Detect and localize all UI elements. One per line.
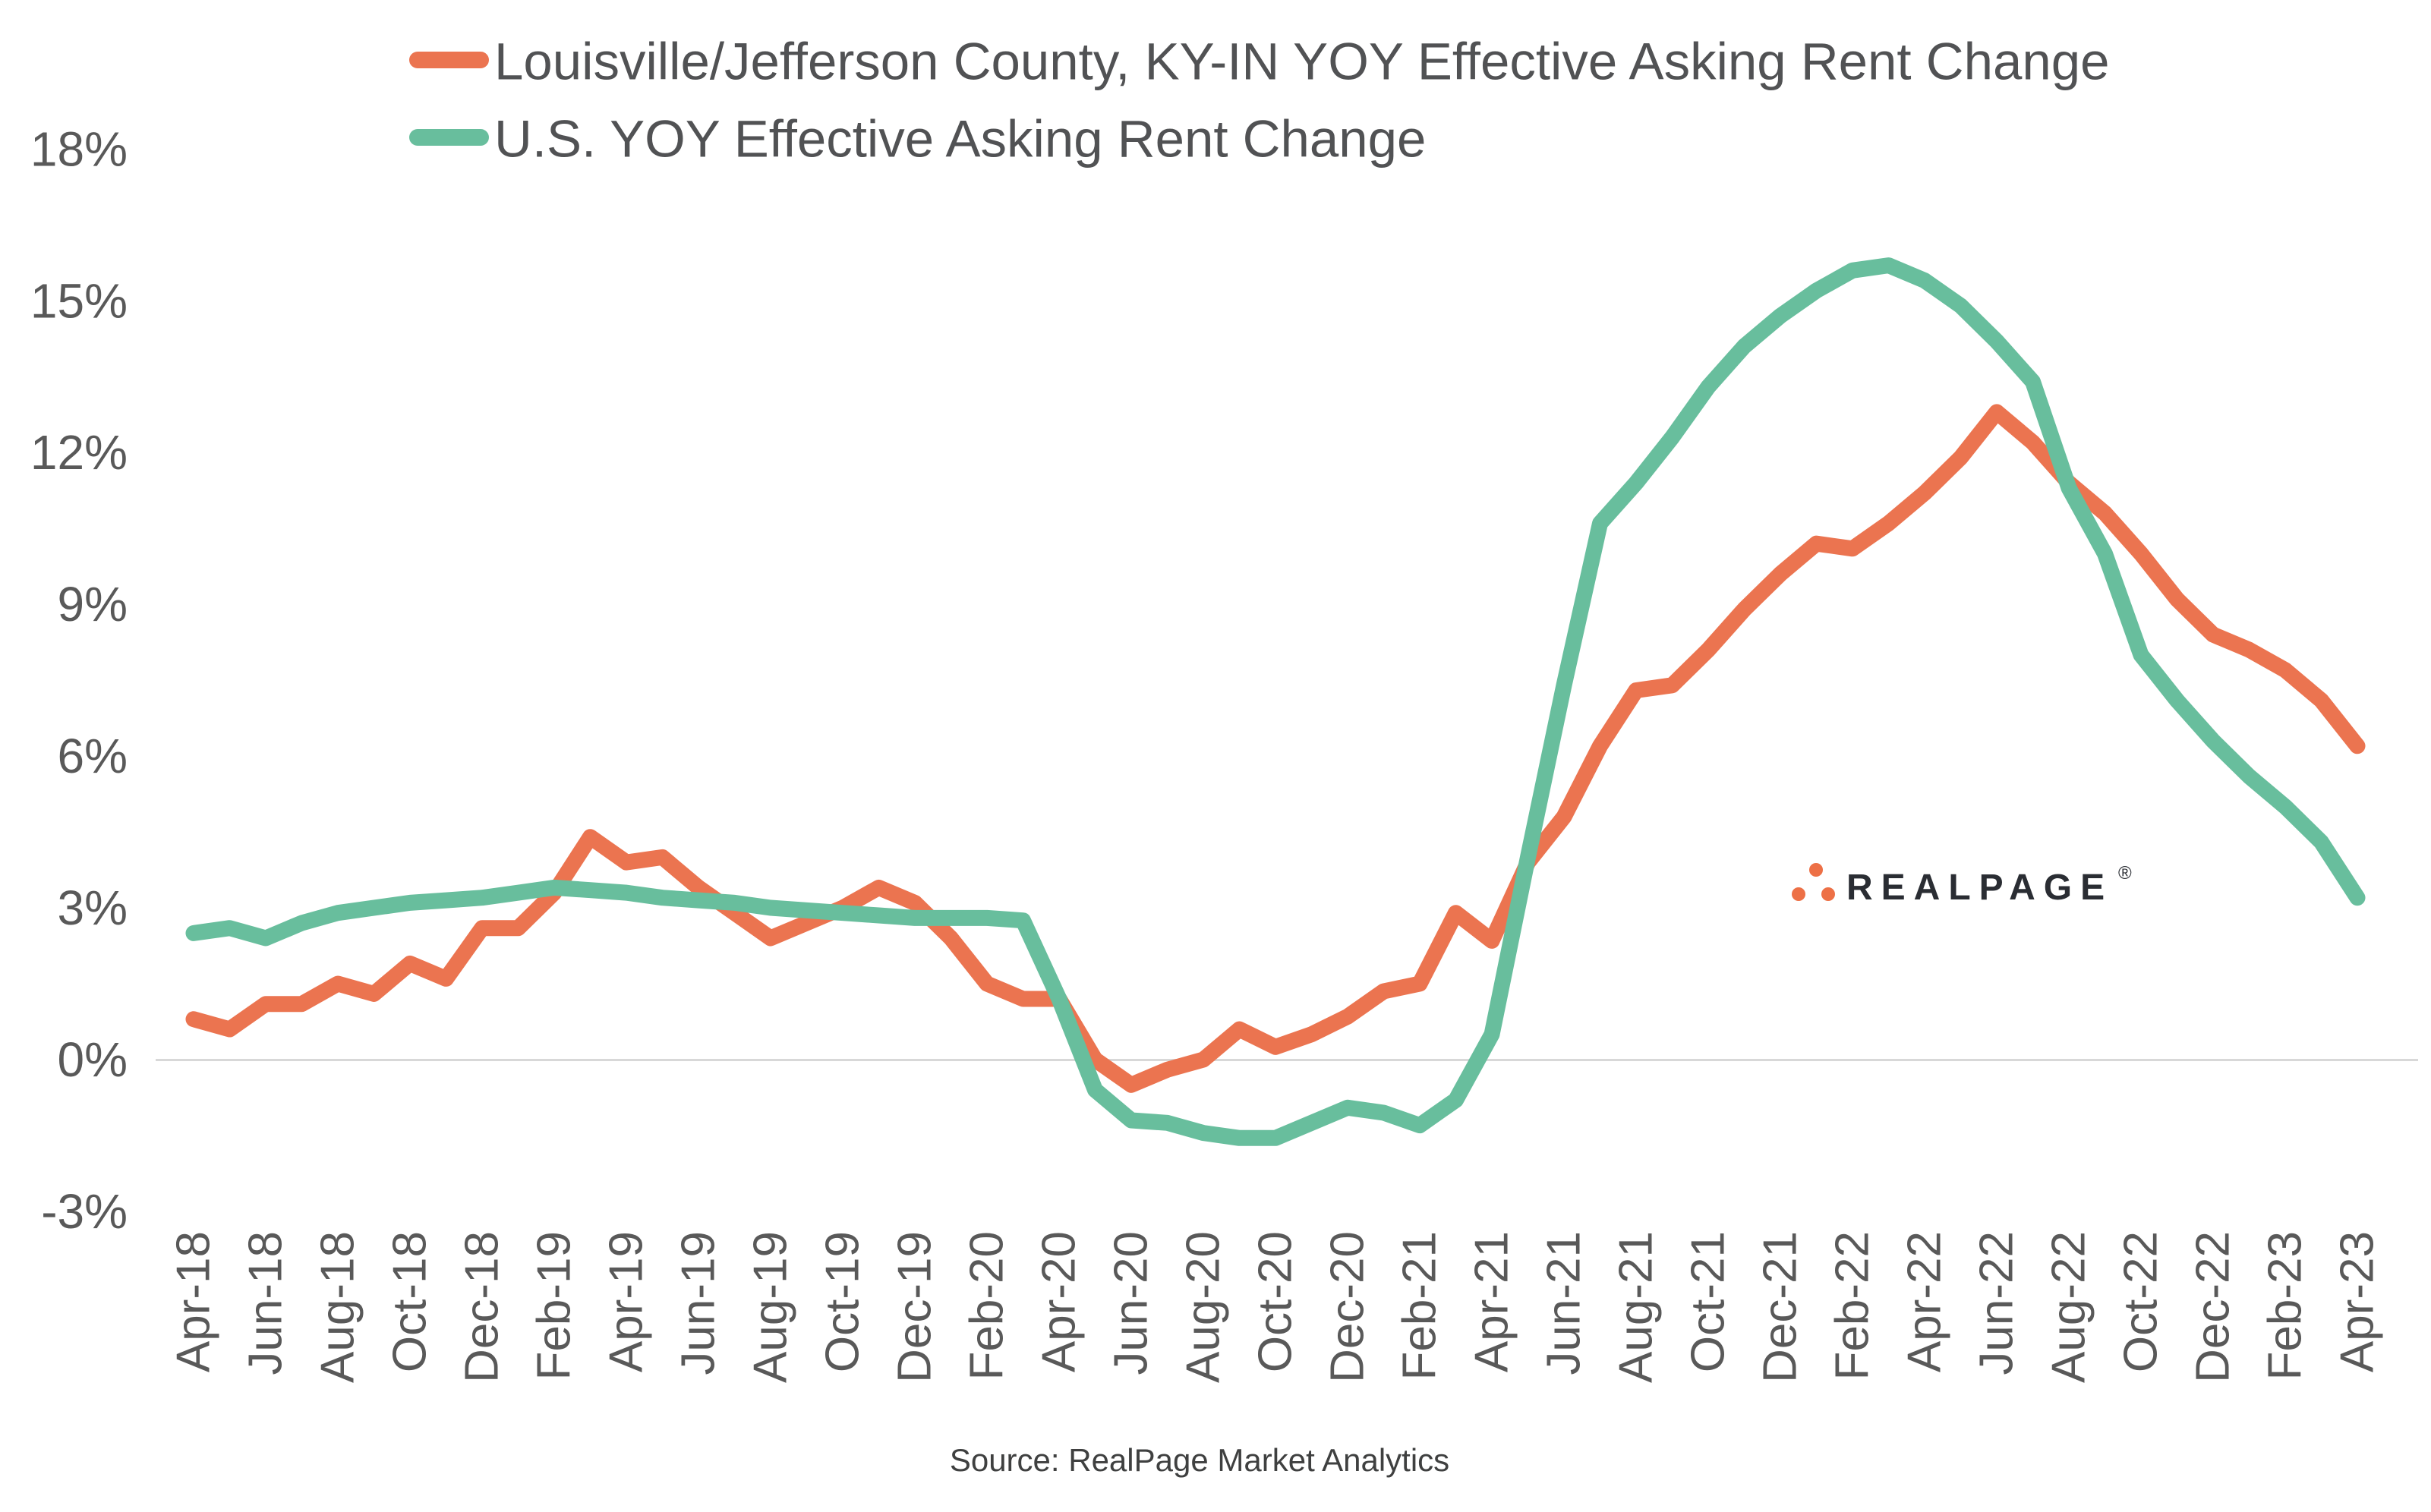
x-axis-label: Jun-21 [1538, 1231, 1591, 1375]
x-axis-label: Dec-18 [456, 1231, 509, 1383]
x-axis-label: Jun-19 [673, 1231, 725, 1375]
x-axis-label: Apr-21 [1466, 1231, 1518, 1372]
y-axis-label: 18% [30, 121, 128, 176]
x-axis-label: Jun-22 [1971, 1231, 2023, 1375]
y-axis-label: -3% [41, 1184, 128, 1239]
x-axis-label: Feb-20 [961, 1231, 1014, 1380]
legend-item-louisville: Louisville/Jefferson County, KY-IN YOY E… [409, 33, 2109, 91]
x-axis-label: Oct-21 [1682, 1231, 1735, 1372]
y-axis-label: 3% [58, 880, 128, 935]
x-axis-label: Jun-20 [1105, 1231, 1158, 1375]
y-axis-label: 0% [58, 1032, 128, 1087]
x-axis-label: Apr-23 [2332, 1231, 2384, 1372]
y-axis-label: 12% [30, 425, 128, 480]
legend-label: U.S. YOY Effective Asking Rent Change [494, 110, 1426, 169]
x-axis-label: Dec-20 [1322, 1231, 1374, 1383]
y-axis-label: 9% [58, 577, 128, 632]
y-axis-label: 6% [58, 729, 128, 783]
x-axis-label: Apr-20 [1033, 1231, 1086, 1372]
x-axis-label: Aug-18 [312, 1231, 364, 1383]
x-axis-label: Dec-22 [2187, 1231, 2240, 1383]
x-axis-label: Oct-22 [2115, 1231, 2168, 1372]
x-axis-label: Feb-19 [528, 1231, 581, 1380]
x-axis-label: Aug-22 [2043, 1231, 2095, 1383]
x-axis-label: Apr-18 [168, 1231, 220, 1372]
x-axis-label: Oct-19 [817, 1231, 869, 1372]
y-axis-label: 15% [30, 273, 128, 328]
legend-label: Louisville/Jefferson County, KY-IN YOY E… [494, 33, 2109, 91]
realpage-logo: REALPAGE ® [1792, 863, 2132, 908]
realpage-logo-dot-icon [1809, 863, 1823, 877]
x-axis-label: Oct-20 [1250, 1231, 1302, 1372]
registered-mark-icon: ® [2118, 863, 2132, 884]
x-axis-label: Aug-21 [1610, 1231, 1663, 1383]
realpage-logo-dot-icon [1821, 887, 1835, 901]
x-axis-label: Apr-19 [601, 1231, 653, 1372]
x-axis-label: Aug-19 [745, 1231, 797, 1383]
x-axis-label: Oct-18 [384, 1231, 437, 1372]
x-axis-label: Jun-18 [240, 1231, 292, 1375]
louisville-series-line [185, 404, 2366, 1093]
x-axis-label: Feb-21 [1394, 1231, 1446, 1380]
x-axis-label: Feb-23 [2259, 1231, 2312, 1380]
x-axis-label: Feb-22 [1827, 1231, 1879, 1380]
x-axis-label: Dec-19 [889, 1231, 941, 1383]
realpage-logo-dot-icon [1792, 887, 1805, 901]
source-caption: Source: RealPage Market Analytics [950, 1442, 1449, 1478]
us-series-line [185, 257, 2366, 1146]
x-axis-label: Dec-21 [1755, 1231, 1807, 1383]
legend-item-us: U.S. YOY Effective Asking Rent Change [409, 110, 1426, 169]
x-axis-label: Aug-20 [1178, 1231, 1230, 1383]
x-axis-label: Apr-22 [1899, 1231, 1951, 1372]
realpage-wordmark: REALPAGE [1846, 868, 2113, 908]
